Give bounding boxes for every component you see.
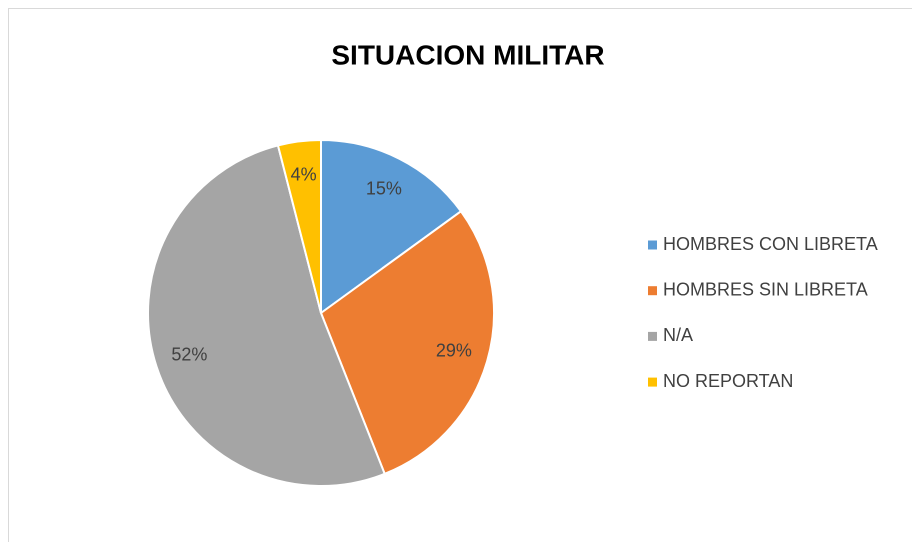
legend-label: HOMBRES CON LIBRETA bbox=[663, 234, 878, 254]
pie-slice bbox=[320, 138, 463, 315]
data-label: 29% bbox=[436, 340, 472, 360]
legend-swatch bbox=[648, 377, 657, 387]
legend-label: NO REPORTAN bbox=[663, 371, 793, 391]
pie-slice bbox=[146, 144, 386, 487]
legend-swatch bbox=[648, 286, 657, 296]
pie-slice bbox=[319, 209, 495, 476]
legend-swatch bbox=[648, 331, 657, 341]
data-label: 52% bbox=[171, 345, 207, 365]
legend-swatch bbox=[648, 240, 657, 250]
data-label: 15% bbox=[366, 178, 402, 198]
data-label: 4% bbox=[291, 164, 317, 184]
pie-slice bbox=[276, 138, 322, 314]
chart-title: SITUACION MILITAR bbox=[331, 39, 604, 70]
legend-label: N/A bbox=[663, 325, 693, 345]
legend-label: HOMBRES SIN LIBRETA bbox=[663, 279, 868, 299]
